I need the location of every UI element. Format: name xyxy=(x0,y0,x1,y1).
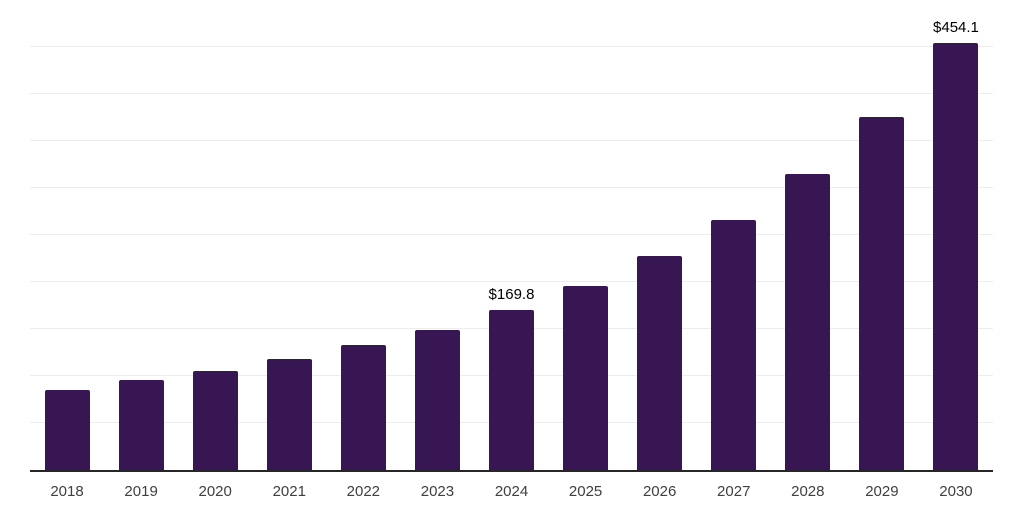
bar-2026 xyxy=(637,255,683,470)
x-tick-label-2027: 2027 xyxy=(717,483,751,500)
bar-slot xyxy=(104,0,178,470)
bar-2028 xyxy=(785,174,831,470)
bar-slot xyxy=(549,0,623,470)
x-tick-label-2020: 2020 xyxy=(198,483,232,500)
bar-2025 xyxy=(563,285,609,470)
bar-slot: $454.1 xyxy=(919,0,993,470)
x-tick-label-2019: 2019 xyxy=(124,483,158,500)
x-tick-label-2029: 2029 xyxy=(865,483,899,500)
gridline xyxy=(30,187,993,188)
bar-slot xyxy=(771,0,845,470)
bar-2021 xyxy=(266,359,312,470)
bar-value-label-2024: $169.8 xyxy=(488,286,535,304)
bars-layer: $169.8 $454.1 xyxy=(30,0,993,470)
bar-slot xyxy=(326,0,400,470)
bar-2029 xyxy=(859,116,905,470)
bar-slot xyxy=(400,0,474,470)
bar-slot xyxy=(845,0,919,470)
bar-2019 xyxy=(118,379,164,470)
bar-slot xyxy=(697,0,771,470)
x-tick-label-2018: 2018 xyxy=(50,483,84,500)
bar-slot xyxy=(178,0,252,470)
bar-2023 xyxy=(414,329,460,470)
bar-2022 xyxy=(340,345,386,470)
x-tick-label-2026: 2026 xyxy=(642,483,677,500)
plot-area: $169.8 $454.1 xyxy=(30,0,993,472)
gridline xyxy=(30,281,993,282)
gridline xyxy=(30,234,993,235)
x-tick-label-2023: 2023 xyxy=(420,483,455,500)
bar-value-label-2030: $454.1 xyxy=(933,19,979,37)
bar-slot: $169.8 xyxy=(474,0,548,470)
bar-2024 xyxy=(489,310,534,470)
x-tick-label-2024: 2024 xyxy=(494,483,529,500)
bar-slot xyxy=(252,0,326,470)
bar-2030 xyxy=(933,43,979,470)
bar-slot xyxy=(30,0,104,470)
gridline xyxy=(30,46,993,47)
x-tick-label-2025: 2025 xyxy=(568,483,603,500)
bar-2018 xyxy=(44,389,90,470)
bar-2027 xyxy=(711,219,757,470)
x-axis-line xyxy=(30,470,993,472)
gridline xyxy=(30,93,993,94)
x-axis-tick-labels: 2018 2019 2020 2021 2022 2023 2024 2025 2026 2027… xyxy=(30,482,993,502)
x-tick-label-2021: 2021 xyxy=(272,483,306,500)
x-tick-label-2022: 2022 xyxy=(346,483,381,500)
bar-2020 xyxy=(192,371,238,470)
gridline xyxy=(30,140,993,141)
bar-slot xyxy=(623,0,697,470)
x-tick-label-2028: 2028 xyxy=(791,483,825,500)
x-tick-label-2030: 2030 xyxy=(939,483,973,500)
